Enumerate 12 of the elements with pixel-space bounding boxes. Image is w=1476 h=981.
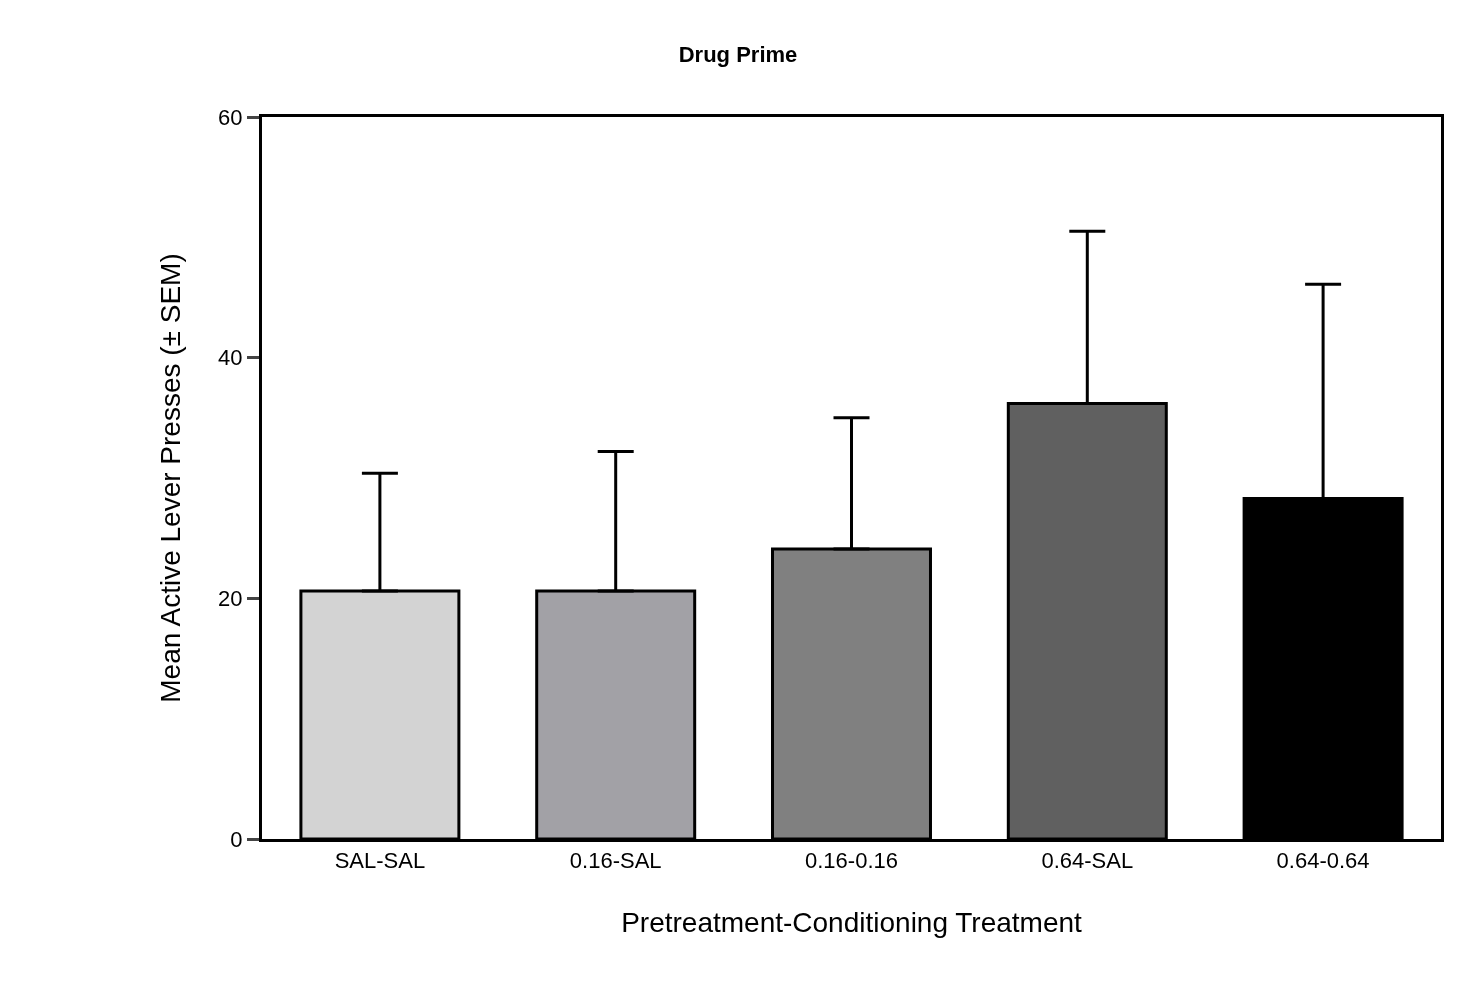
x-axis-title: Pretreatment-Conditioning Treatment [621,906,1083,938]
chart-title: Drug Prime [678,41,798,67]
x-tick-label: 0.16-SAL [569,848,662,874]
x-tick-label: 0.64-SAL [1041,848,1134,874]
x-tick-label: SAL-SAL [334,848,426,874]
y-tick-label: 40 [218,345,243,371]
y-axis-title: Mean Active Lever Presses (± SEM) [154,253,186,703]
y-tick-label: 60 [218,104,243,130]
y-tick-label: 0 [230,826,243,852]
x-tick-label: 0.64-0.64 [1276,848,1370,874]
x-tick-label: 0.16-0.16 [805,848,898,874]
y-tick-label: 20 [218,586,243,612]
